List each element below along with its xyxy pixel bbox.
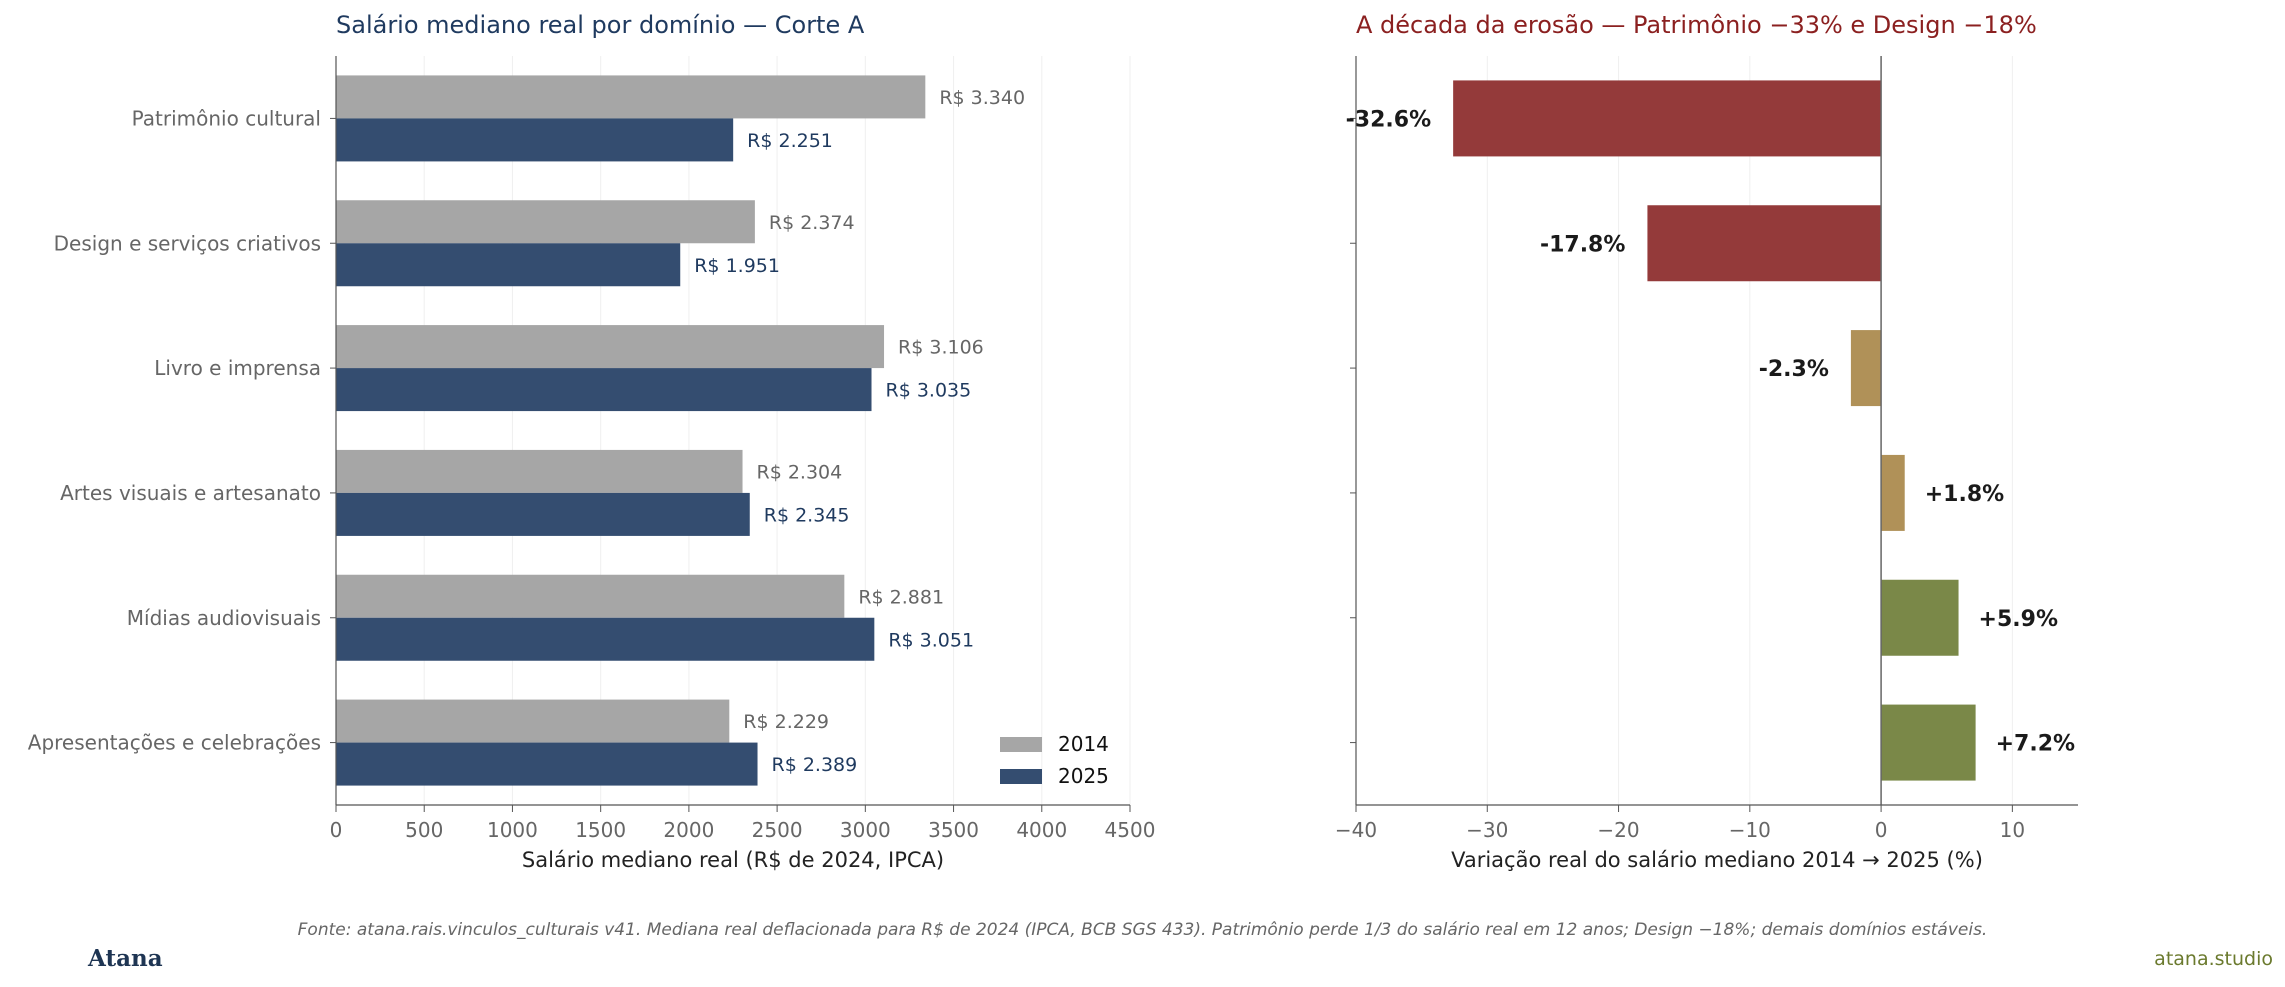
legend-label: 2025: [1058, 764, 1109, 788]
x-tick-label: −30: [1466, 818, 1508, 842]
bar-2025: [336, 118, 734, 162]
bar-value-label: R$ 2.229: [743, 711, 829, 733]
x-axis-label: Salário mediano real (R$ de 2024, IPCA): [522, 848, 944, 872]
category-label: Patrimônio cultural: [132, 106, 321, 130]
bar-2025: [336, 243, 681, 287]
category-label: Mídias audiovisuais: [127, 606, 321, 630]
bar-value-label: +5.9%: [1979, 607, 2058, 632]
category-label: Artes visuais e artesanato: [60, 481, 321, 505]
bar-2014: [336, 699, 730, 743]
bar-2025: [336, 617, 875, 661]
chart-title: Salário mediano real por domínio — Corte…: [336, 11, 865, 39]
change-bar: [1881, 579, 1959, 656]
chart-salary-by-domain: 0 500 1000 1500 2000 2500 3000 3500 4000 4500 Patr…: [28, 11, 1156, 872]
bar-value-label: R$ 3.106: [898, 337, 984, 359]
change-bar: [1453, 80, 1882, 157]
bar-2014: [336, 325, 885, 369]
category-label: Design e serviços criativos: [54, 231, 321, 255]
change-bar: [1881, 704, 1976, 781]
x-tick-label: 3500: [928, 818, 979, 842]
x-tick-label: 10: [2000, 818, 2025, 842]
x-tick-label: 1500: [575, 818, 626, 842]
chart-real-change: −40 −30 −20 −10 0 10 -32.6% -17.8% -2.3% +1.8% +5.…: [1335, 11, 2078, 872]
x-axis-label: Variação real do salário mediano 2014 → …: [1451, 848, 1983, 872]
x-tick-label: 1000: [487, 818, 538, 842]
bar-2014: [336, 200, 755, 244]
chart-title: A década da erosão — Patrimônio −33% e D…: [1356, 11, 2037, 39]
bar-value-label: +7.2%: [1996, 732, 2075, 757]
x-tick-label: 500: [405, 818, 443, 842]
x-tick-label: 0: [1875, 818, 1888, 842]
change-bar: [1881, 454, 1905, 531]
bar-value-label: -2.3%: [1759, 357, 1829, 382]
category-label: Livro e imprensa: [154, 356, 321, 380]
legend-swatch-2025: [1000, 769, 1042, 784]
bar-2025: [336, 492, 750, 536]
x-tick-label: −20: [1597, 818, 1639, 842]
x-tick-label: −40: [1335, 818, 1377, 842]
bar-value-label: R$ 2.251: [747, 130, 833, 152]
category-label: Apresentações e celebrações: [28, 731, 321, 755]
bar-value-label: R$ 1.951: [694, 255, 780, 277]
change-bar: [1850, 330, 1882, 407]
x-tick-label: −10: [1729, 818, 1771, 842]
bar-value-label: R$ 3.035: [886, 380, 972, 402]
bar-value-label: R$ 3.340: [939, 87, 1025, 109]
bar-value-label: -17.8%: [1540, 232, 1625, 257]
bar-2025: [336, 368, 872, 412]
bar-2014: [336, 75, 926, 119]
bar-value-label: R$ 2.345: [764, 504, 850, 526]
x-tick-label: 3000: [840, 818, 891, 842]
site-link[interactable]: atana.studio: [2154, 948, 2273, 970]
source-note: Fonte: atana.rais.vinculos_culturais v41…: [297, 920, 1988, 940]
x-tick-label: 2500: [752, 818, 803, 842]
x-tick-label: 2000: [663, 818, 714, 842]
bar-value-label: R$ 2.881: [858, 586, 944, 608]
bar-value-label: R$ 2.389: [772, 754, 858, 776]
bar-value-label: R$ 2.374: [769, 212, 855, 234]
bar-value-label: -32.6%: [1346, 107, 1431, 132]
x-tick-label: 4000: [1016, 818, 1067, 842]
bar-value-label: +1.8%: [1925, 482, 2004, 507]
brand-logo: Atana: [88, 945, 163, 972]
x-tick-label: 0: [330, 818, 343, 842]
x-tick-label: 4500: [1105, 818, 1156, 842]
bar-2014: [336, 574, 845, 618]
bar-value-label: R$ 2.304: [757, 461, 843, 483]
bar-2025: [336, 742, 758, 786]
legend-swatch-2014: [1000, 737, 1042, 752]
bar-2014: [336, 449, 743, 493]
change-bar: [1647, 205, 1882, 282]
bar-value-label: R$ 3.051: [888, 629, 974, 651]
legend-label: 2014: [1058, 732, 1109, 756]
